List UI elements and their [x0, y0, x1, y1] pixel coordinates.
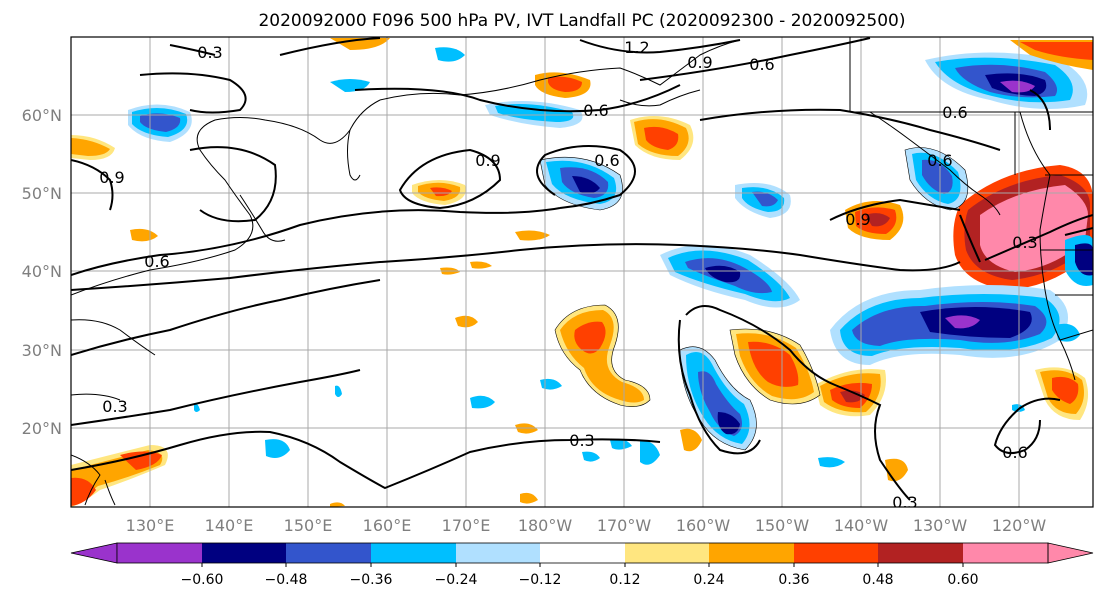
contour-label: 0.6 — [583, 101, 608, 120]
colorbar-extend-high — [1047, 542, 1094, 564]
lon-tick-label: 160°E — [363, 516, 412, 535]
lon-tick-label: 160°W — [676, 516, 731, 535]
lat-tick-label: 40°N — [22, 262, 62, 281]
contour-label: 0.9 — [687, 53, 712, 72]
colorbar-tick-label: 0.36 — [778, 572, 809, 588]
contour-label: 0.6 — [144, 252, 169, 271]
contour-label: 0.9 — [845, 210, 870, 229]
lat-tick-label: 30°N — [22, 341, 62, 360]
contour-label: 0.6 — [942, 103, 967, 122]
colorbar-tick-label: 0.60 — [947, 572, 978, 588]
colorbar-bin — [878, 543, 963, 563]
colorbar-ticks — [201, 563, 964, 567]
lon-tick-label: 130°W — [913, 516, 968, 535]
colorbar-bin — [794, 543, 878, 563]
lon-tick-label: 180°W — [518, 516, 573, 535]
colorbar-frame — [116, 542, 1049, 564]
colorbar-tick-label: −0.24 — [435, 572, 478, 588]
gridlines — [71, 37, 1093, 507]
contour-label: 0.3 — [102, 397, 127, 416]
lat-tick-label: 50°N — [22, 184, 62, 203]
lon-tick-label: 170°W — [597, 516, 652, 535]
contour-labels: 0.3 1.2 0.9 0.6 0.6 0.9 0.6 0.9 0.6 0.9 … — [99, 38, 1037, 512]
lon-tick-label: 140°E — [205, 516, 254, 535]
colorbar-tick-label: −0.48 — [265, 572, 308, 588]
colorbar: −0.60 −0.48 −0.36 −0.24 −0.12 0.12 0.24 … — [70, 542, 1094, 588]
contour-label: 1.2 — [624, 38, 649, 57]
colorbar-bin — [456, 543, 540, 563]
colorbar-tick-label: 0.24 — [693, 572, 724, 588]
colorbar-bin — [540, 543, 625, 563]
contour-label: 0.3 — [1012, 233, 1037, 252]
colorbar-extend-low — [70, 542, 118, 564]
lon-tick-label: 130°E — [126, 516, 175, 535]
colorbar-bin — [202, 543, 286, 563]
contour-label: 0.9 — [99, 168, 124, 187]
map-panel: 0.3 1.2 0.9 0.6 0.6 0.9 0.6 0.9 0.6 0.9 … — [70, 36, 1094, 512]
colorbar-bin — [117, 543, 202, 563]
contour-label: 0.3 — [569, 431, 594, 450]
contour-label: 0.6 — [1002, 443, 1027, 462]
contour-label: 0.3 — [892, 493, 917, 512]
lat-tick-label: 60°N — [22, 106, 62, 125]
figure-title: 2020092000 F096 500 hPa PV, IVT Landfall… — [258, 11, 905, 31]
ivt-contours — [71, 37, 1093, 501]
lon-tick-label: 150°E — [284, 516, 333, 535]
lon-axis: 130°E 140°E 150°E 160°E 170°E 180°W 170°… — [126, 516, 1047, 535]
lon-tick-label: 120°W — [992, 516, 1047, 535]
colorbar-tick-label: −0.36 — [350, 572, 393, 588]
colorbar-tick-label: 0.12 — [609, 572, 640, 588]
colorbar-bin — [371, 543, 456, 563]
lon-tick-label: 150°W — [755, 516, 810, 535]
colorbar-bin — [625, 543, 709, 563]
colorbar-tick-label: −0.60 — [181, 572, 224, 588]
colorbar-bin — [286, 543, 371, 563]
map-frame — [70, 36, 1094, 508]
contour-label: 0.6 — [927, 151, 952, 170]
lat-axis: 60°N 50°N 40°N 30°N 20°N — [22, 106, 62, 438]
colorbar-bin — [709, 543, 794, 563]
contour-label: 0.6 — [749, 55, 774, 74]
colorbar-bin — [963, 543, 1048, 563]
contour-label: 0.9 — [475, 151, 500, 170]
lon-tick-label: 170°E — [442, 516, 491, 535]
colorbar-tick-label: 0.48 — [862, 572, 893, 588]
contour-label: 0.6 — [594, 151, 619, 170]
lon-tick-label: 140°W — [834, 516, 889, 535]
shading-outlines — [539, 147, 969, 451]
lat-tick-label: 20°N — [22, 419, 62, 438]
colorbar-tick-label: −0.12 — [519, 572, 562, 588]
contour-label: 0.3 — [197, 43, 222, 62]
